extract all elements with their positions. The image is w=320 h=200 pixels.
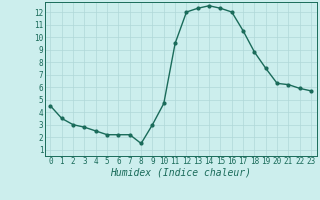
X-axis label: Humidex (Indice chaleur): Humidex (Indice chaleur) — [110, 168, 251, 178]
